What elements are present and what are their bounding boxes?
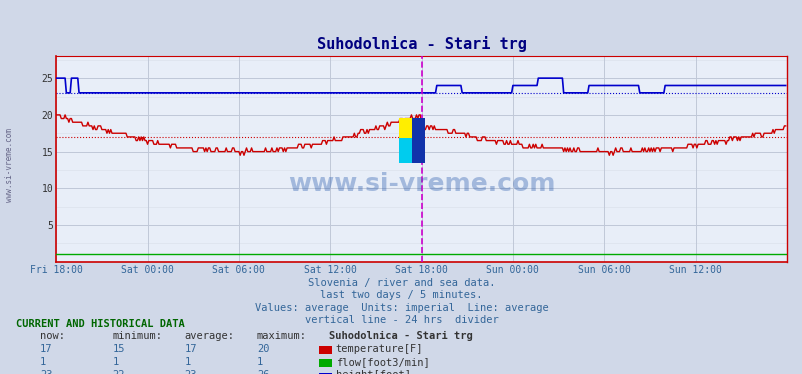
Text: minimum:: minimum: [112, 331, 162, 341]
Text: Slovenia / river and sea data.: Slovenia / river and sea data. [307, 278, 495, 288]
Bar [318, 373, 331, 374]
Bar [399, 138, 411, 163]
Text: 1: 1 [112, 358, 119, 367]
Text: 17: 17 [40, 344, 53, 354]
Bar [399, 118, 411, 163]
Text: Values: average  Units: imperial  Line: average: Values: average Units: imperial Line: av… [254, 303, 548, 313]
Text: 22: 22 [112, 371, 125, 374]
Text: height[foot]: height[foot] [335, 371, 410, 374]
Text: flow[foot3/min]: flow[foot3/min] [335, 358, 429, 367]
Text: 1: 1 [257, 358, 263, 367]
Title: Suhodolnica - Stari trg: Suhodolnica - Stari trg [316, 36, 526, 52]
Text: last two days / 5 minutes.: last two days / 5 minutes. [320, 291, 482, 300]
Text: Suhodolnica - Stari trg: Suhodolnica - Stari trg [329, 331, 472, 341]
Text: www.si-vreme.com: www.si-vreme.com [287, 172, 555, 196]
Text: www.si-vreme.com: www.si-vreme.com [5, 128, 14, 202]
Bar [411, 118, 425, 163]
Text: 15: 15 [112, 344, 125, 354]
Text: 20: 20 [257, 344, 269, 354]
Text: maximum:: maximum: [257, 331, 306, 341]
Text: 23: 23 [184, 371, 197, 374]
Text: temperature[F]: temperature[F] [335, 344, 423, 354]
Text: average:: average: [184, 331, 234, 341]
Text: 1: 1 [40, 358, 47, 367]
Text: 17: 17 [184, 344, 197, 354]
Text: 23: 23 [40, 371, 53, 374]
Bar [318, 346, 331, 354]
Text: 1: 1 [184, 358, 191, 367]
Text: 26: 26 [257, 371, 269, 374]
Text: vertical line - 24 hrs  divider: vertical line - 24 hrs divider [304, 315, 498, 325]
Text: now:: now: [40, 331, 65, 341]
Text: CURRENT AND HISTORICAL DATA: CURRENT AND HISTORICAL DATA [16, 319, 184, 329]
Bar [318, 359, 331, 367]
